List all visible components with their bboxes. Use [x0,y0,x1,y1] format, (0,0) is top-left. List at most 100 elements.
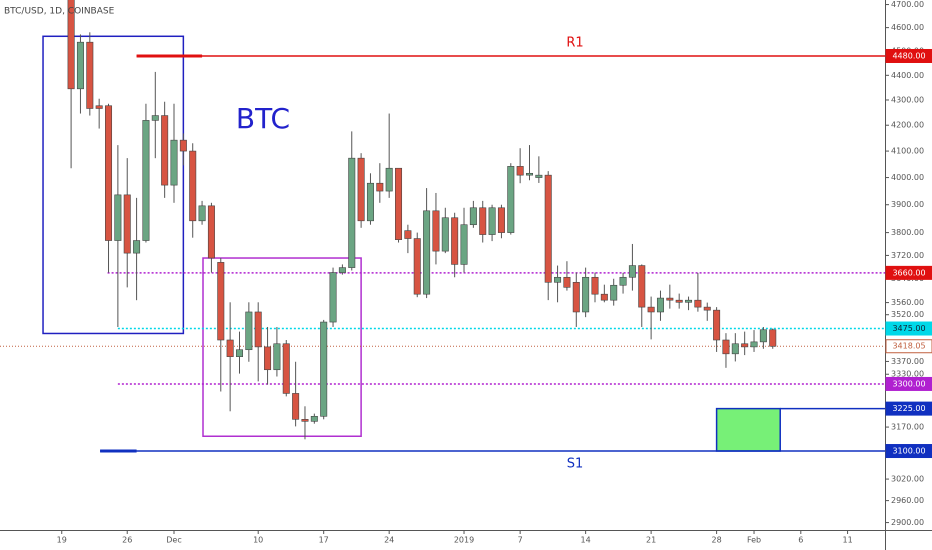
y-tick-label: 4200.00 [891,121,924,130]
candle-body [329,272,337,323]
x-tick-label: 17 [319,536,329,545]
x-tick-label: Dec [166,536,181,545]
x-tick-label: 7 [518,536,523,545]
candle-body [610,284,618,301]
x-tick-label: 21 [646,536,656,545]
candle-body [151,115,159,121]
candle-body [338,267,346,273]
candle-body [423,210,431,295]
y-tick-label: 3520.00 [891,310,924,319]
x-tick-label: 24 [384,536,394,545]
candle-body [198,205,206,222]
candle-body [535,174,543,178]
candle-body [759,329,767,343]
candle-body [451,217,459,265]
candle-body [357,157,365,222]
candle-body [741,343,749,348]
level-tag [885,265,932,280]
axes: 2900.00 2960.00 3020.00 3170.00 3330.00 3370.… [57,0,932,545]
candle-body [488,207,496,235]
x-tick-label: 6 [798,536,803,545]
level-tag-label: 3100.00 [892,447,925,456]
candle-body [544,174,552,283]
candle-body [769,329,777,347]
y-tick-label: 4400.00 [891,71,924,80]
y-tick-label: 4700.00 [891,0,924,9]
candle-body [114,194,122,241]
plot-area [0,0,885,453]
level-tag [885,48,932,63]
candle-body [217,262,225,341]
candle-body [619,276,627,286]
candle-body [591,276,599,295]
candle-body [628,265,636,278]
level-tag [885,321,932,336]
x-tick-label: Feb [747,536,761,545]
y-tick-label: 3330.00 [891,370,924,379]
candle-body [647,306,655,313]
level-tag-label: 3475.00 [892,324,925,333]
x-tick-label: 28 [712,536,722,545]
candle-body [207,205,215,259]
x-tick-label: 11 [842,536,852,545]
box [42,35,185,335]
candle-body [713,309,721,341]
candle-body [413,238,421,295]
candle-body [441,217,449,252]
box [202,257,362,437]
candle-body [86,41,94,109]
candle-body [731,343,739,355]
candle-body [235,349,243,357]
candle-body [273,343,281,371]
candle-body [133,240,141,254]
level-name: R1 [566,35,583,50]
candle-body [554,276,562,283]
y-tick-label: 3720.00 [891,251,924,260]
candle-body [404,230,412,239]
candle-body [497,207,505,233]
candle-body [161,115,169,186]
candle-body [189,150,197,222]
candle-body [179,139,187,152]
candle-body [685,299,693,303]
candle-body [666,297,674,301]
candle-body [264,346,272,371]
level-tag-label: 3660.00 [892,268,925,277]
y-tick-label: 4100.00 [891,147,924,156]
candle-body [563,276,571,288]
level-tag [885,339,932,354]
candle-body [95,105,103,109]
level-tag-label: 3418.05 [892,342,925,351]
candle-body [572,281,580,313]
candle-body [638,265,646,308]
x-tick-label: 19 [57,536,67,545]
candle-body [301,419,309,422]
candle-body [348,157,356,268]
candle-body [460,224,468,265]
annotation: BTC [236,102,290,135]
candle-body [366,182,374,222]
candle-body [376,182,384,192]
level-tag [885,401,932,416]
candle-body [582,276,590,313]
candle-body [123,194,131,254]
candle-body [254,311,262,348]
candle-body [310,415,318,422]
candle-body [67,0,75,90]
box [715,407,781,452]
candle-body [385,167,393,192]
chart-title: BTC/USD, 1D, COINBASE [4,7,115,17]
candle-body [600,293,608,301]
candle-body [226,339,234,357]
level-tag-label: 3225.00 [892,404,925,413]
y-tick-label: 3900.00 [891,200,924,209]
candle-body [479,207,487,235]
candle-body [722,339,730,355]
candle-body [292,393,300,420]
candle-body [432,210,440,252]
candle-body [750,341,758,348]
y-tick-label: 4300.00 [891,95,924,104]
